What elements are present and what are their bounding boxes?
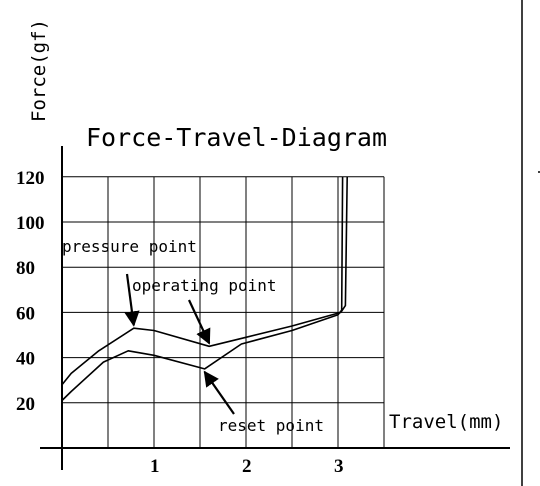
annotation-arrow-1: [124, 273, 140, 327]
tick-labels: 20 40 60 80 100 120 1 2 3: [16, 168, 344, 477]
y-tick-label-60: 60: [16, 303, 35, 324]
annotation-arrow-3: [203, 370, 235, 415]
annotation-label-pressure-point: pressure point: [62, 237, 197, 256]
y-tick-label-100: 100: [16, 213, 45, 234]
series-line-2: [61, 176, 344, 402]
annotation-label-operating-point: operating point: [132, 276, 277, 295]
annotation-layer: pressure point operating point reset point: [62, 237, 324, 435]
grid: [62, 176, 385, 448]
annotation-arrow-2: [188, 299, 211, 345]
x-tick-label-2: 2: [242, 456, 252, 477]
x-tick-label-3: 3: [334, 456, 344, 477]
axes: [40, 146, 510, 470]
y-axis-label: Force(gf): [28, 19, 50, 122]
chart-title: Force-Travel-Diagram: [86, 123, 387, 152]
x-tick-label-1: 1: [150, 456, 160, 477]
y-tick-label-120: 120: [16, 168, 45, 189]
y-tick-label-80: 80: [16, 258, 35, 279]
x-axis-label: Travel(mm): [389, 411, 503, 433]
y-tick-label-40: 40: [16, 349, 35, 370]
annotation-label-reset-point: reset point: [218, 416, 324, 435]
right-edge-marks: [521, 0, 540, 486]
y-tick-label-20: 20: [16, 394, 35, 415]
series-layer: [61, 176, 348, 402]
